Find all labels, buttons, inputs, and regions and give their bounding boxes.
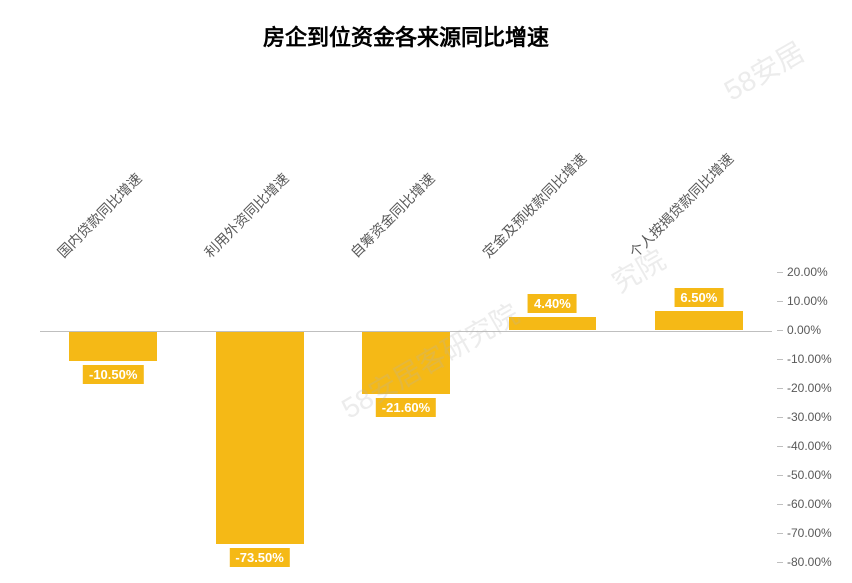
y-tick-label: -50.00%: [787, 468, 832, 482]
y-tick-label: -80.00%: [787, 555, 832, 569]
bar: [69, 331, 157, 361]
bar: [216, 331, 304, 544]
bar: [655, 311, 743, 330]
y-tick-label: 10.00%: [787, 294, 828, 308]
zero-axis-line: [40, 331, 772, 332]
y-tick-mark: [777, 330, 783, 331]
y-tick-mark: [777, 388, 783, 389]
x-axis-category-label: 利用外资同比增速: [199, 169, 292, 262]
y-tick: 0.00%: [777, 323, 847, 337]
x-label-slot: 国内贷款同比增速: [40, 62, 186, 262]
y-tick-mark: [777, 562, 783, 563]
y-tick: -60.00%: [777, 497, 847, 511]
bar-value-label: -73.50%: [229, 548, 289, 567]
y-tick: -70.00%: [777, 526, 847, 540]
y-tick: -20.00%: [777, 381, 847, 395]
bar-value-label: -10.50%: [83, 365, 143, 384]
y-tick-label: -30.00%: [787, 410, 832, 424]
plot-area: 国内贷款同比增速利用外资同比增速自筹资金同比增速定金及预收款同比增速个人按揭贷款…: [40, 62, 772, 562]
bar-value-label: 6.50%: [674, 288, 723, 307]
y-tick-label: -60.00%: [787, 497, 832, 511]
y-tick-label: -20.00%: [787, 381, 832, 395]
y-tick-label: -70.00%: [787, 526, 832, 540]
x-axis-labels: 国内贷款同比增速利用外资同比增速自筹资金同比增速定金及预收款同比增速个人按揭贷款…: [40, 62, 772, 262]
x-label-slot: 自筹资金同比增速: [333, 62, 479, 262]
y-tick-mark: [777, 446, 783, 447]
y-tick-mark: [777, 272, 783, 273]
y-tick: -50.00%: [777, 468, 847, 482]
y-tick: 20.00%: [777, 265, 847, 279]
bar: [362, 331, 450, 394]
x-axis-category-label: 定金及预收款同比增速: [478, 149, 591, 262]
y-tick-mark: [777, 301, 783, 302]
x-label-slot: 定金及预收款同比增速: [479, 62, 625, 262]
y-tick-label: -10.00%: [787, 352, 832, 366]
y-tick-label: 20.00%: [787, 265, 828, 279]
bar-slot: 6.50%: [626, 273, 772, 562]
y-tick-label: 0.00%: [787, 323, 821, 337]
bar-value-label: 4.40%: [528, 294, 577, 313]
y-tick-mark: [777, 359, 783, 360]
y-tick-mark: [777, 475, 783, 476]
chart-container: 房企到位资金各来源同比增速 国内贷款同比增速利用外资同比增速自筹资金同比增速定金…: [0, 0, 852, 583]
y-tick: -80.00%: [777, 555, 847, 569]
y-tick: -40.00%: [777, 439, 847, 453]
x-axis-category-label: 自筹资金同比增速: [346, 169, 439, 262]
bars-row: -10.50% -73.50% -21.60% 4.40% 6.50%: [40, 273, 772, 562]
bar-slot: -73.50%: [186, 273, 332, 562]
bar-slot: -21.60%: [333, 273, 479, 562]
bar-slot: -10.50%: [40, 273, 186, 562]
x-label-slot: 利用外资同比增速: [186, 62, 332, 262]
x-axis-category-label: 个人按揭贷款同比增速: [625, 149, 738, 262]
x-label-slot: 个人按揭贷款同比增速: [626, 62, 772, 262]
y-tick-mark: [777, 417, 783, 418]
y-axis: 20.00%10.00%0.00%-10.00%-20.00%-30.00%-4…: [777, 272, 847, 562]
chart-title: 房企到位资金各来源同比增速: [40, 20, 772, 52]
bars-area: -10.50% -73.50% -21.60% 4.40% 6.50%: [40, 272, 772, 562]
bar-value-label: -21.60%: [376, 398, 436, 417]
y-tick: -10.00%: [777, 352, 847, 366]
y-tick-mark: [777, 533, 783, 534]
y-tick-mark: [777, 504, 783, 505]
bar: [509, 317, 597, 330]
y-tick: -30.00%: [777, 410, 847, 424]
y-tick-label: -40.00%: [787, 439, 832, 453]
y-tick: 10.00%: [777, 294, 847, 308]
x-axis-category-label: 国内贷款同比增速: [53, 169, 146, 262]
bar-slot: 4.40%: [479, 273, 625, 562]
